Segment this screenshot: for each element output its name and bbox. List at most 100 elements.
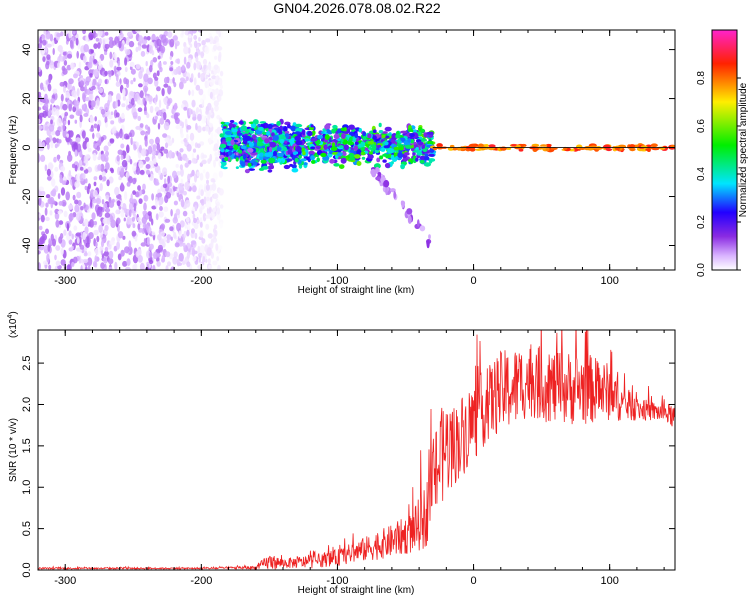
- spectrogram-cell: [215, 243, 219, 251]
- spectrogram-cell: [410, 145, 415, 149]
- spectrogram-cell: [83, 252, 88, 257]
- spectrogram-cell: [201, 160, 207, 165]
- spectrogram-cell: [308, 126, 314, 131]
- spectrogram-cell: [74, 199, 79, 205]
- spectrogram-cell: [167, 31, 173, 38]
- spectrogram-cell: [128, 209, 132, 218]
- spectrogram-cell: [205, 38, 211, 43]
- spectrogram-cell: [211, 211, 215, 220]
- spectrogram-cell: [161, 241, 166, 248]
- spectrogram-cell: [57, 210, 63, 215]
- spectrogram-cell: [48, 75, 52, 84]
- spectrogram-cell: [197, 245, 201, 254]
- spectrogram-cell: [196, 154, 200, 161]
- spectrogram-cell: [419, 225, 426, 232]
- colorbar-tick-label: 0.0: [696, 263, 707, 277]
- spectrogram-cell: [162, 61, 167, 65]
- spectrogram-cell: [128, 132, 133, 137]
- spectrogram-cell: [168, 188, 173, 194]
- spectrogram-cell: [149, 64, 153, 73]
- spectrogram-cell: [211, 75, 217, 80]
- spectrogram-cell: [216, 46, 223, 51]
- spectrogram-cell: [122, 96, 126, 101]
- spectrogram-cell: [85, 242, 90, 248]
- spectrogram-y-tick-label: 0: [21, 144, 33, 150]
- spectrogram-cell: [397, 138, 401, 143]
- spectrogram-cell: [100, 262, 105, 269]
- spectrogram-cell: [192, 116, 197, 121]
- spectrogram-cell: [545, 147, 550, 152]
- spectrogram-cell: [132, 190, 137, 196]
- spectrogram-cell: [367, 133, 372, 139]
- spectrogram-cell: [130, 68, 136, 75]
- spectrogram-cell: [74, 164, 78, 172]
- spectrogram-cell: [352, 136, 356, 143]
- spectrogram-cell: [420, 128, 426, 133]
- spectrogram-cell: [51, 178, 56, 187]
- spectrogram-cell: [157, 234, 162, 241]
- spectrogram-x-axis: -300 -200 -100 0 100: [37, 30, 665, 287]
- spectrogram-cell: [81, 104, 85, 111]
- spectrogram-cell: [192, 213, 196, 220]
- spectrogram-cell: [417, 141, 424, 146]
- spectrogram-cell: [80, 265, 83, 270]
- spectrogram-cell: [125, 266, 131, 270]
- snr-y-tick-label: 0.5: [21, 521, 33, 536]
- spectrogram-cell: [86, 142, 90, 149]
- spectrogram-cell: [410, 147, 415, 152]
- spectrogram-cell: [187, 47, 191, 54]
- spectrogram-cell: [148, 45, 153, 54]
- spectrogram-cell: [98, 174, 103, 181]
- spectrogram-cell: [92, 30, 97, 39]
- spectrogram-cell: [51, 39, 55, 47]
- spectrogram-cell: [68, 78, 74, 85]
- spectrogram-cell: [436, 143, 443, 148]
- spectrogram-cell: [142, 97, 145, 105]
- spectrogram-cell: [130, 137, 133, 146]
- spectrogram-cell: [179, 220, 185, 228]
- spectrogram-cell: [233, 144, 239, 151]
- spectrogram-cell: [419, 159, 425, 164]
- spectrogram-cell: [152, 264, 156, 270]
- spectrogram-cell: [326, 128, 331, 134]
- spectrogram-y-tick-label: -40: [21, 238, 33, 254]
- spectrogram-cell: [65, 191, 70, 201]
- spectrogram-cell: [89, 128, 95, 132]
- spectrogram-cell: [57, 62, 60, 69]
- spectrogram-cell: [175, 67, 179, 75]
- spectrogram-cell: [500, 146, 507, 151]
- spectrogram-cell: [60, 187, 66, 196]
- figure-title: GN04.2026.078.08.02.R22: [273, 0, 441, 16]
- spectrogram-cell: [200, 189, 204, 197]
- spectrogram-cell: [104, 31, 109, 36]
- spectrogram-cell: [151, 149, 156, 156]
- snr-x-tick-label: -100: [326, 575, 348, 587]
- spectrogram-cell: [104, 51, 108, 56]
- spectrogram-cell: [79, 114, 83, 123]
- spectrogram-cell: [468, 143, 477, 148]
- spectrogram-cell: [168, 150, 173, 159]
- spectrogram-cell: [510, 144, 518, 147]
- spectrogram-cell: [114, 261, 118, 270]
- spectrogram-cell: [349, 149, 355, 153]
- spectrogram-cell: [354, 132, 359, 138]
- spectrogram-cell: [94, 247, 101, 256]
- spectrogram-cell: [311, 159, 316, 164]
- spectrogram-cell: [104, 70, 108, 76]
- spectrogram-cell: [195, 122, 198, 131]
- spectrogram-cell: [157, 55, 161, 60]
- spectrogram-cell: [400, 163, 405, 170]
- spectrogram-cell: [289, 163, 294, 167]
- spectrogram-cell: [208, 122, 214, 128]
- spectrogram-cell: [93, 229, 99, 236]
- spectrogram-cell: [167, 85, 172, 95]
- spectrogram-cell: [127, 176, 133, 184]
- spectrogram-cell: [291, 167, 299, 173]
- spectrogram-cell: [52, 238, 56, 247]
- spectrogram-cell: [125, 98, 129, 106]
- spectrogram-cell: [106, 216, 111, 225]
- spectrogram-cell: [63, 229, 67, 236]
- spectrogram-cell: [151, 231, 156, 236]
- spectrogram-cell: [69, 40, 74, 49]
- spectrogram-cell: [58, 220, 64, 225]
